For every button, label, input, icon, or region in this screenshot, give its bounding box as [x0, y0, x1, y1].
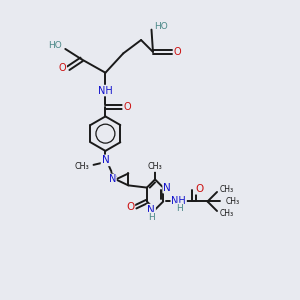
Text: CH₃: CH₃: [220, 184, 234, 194]
Text: O: O: [195, 184, 204, 194]
Text: H: H: [176, 203, 183, 212]
Text: N: N: [163, 183, 171, 193]
Text: O: O: [126, 202, 134, 212]
Text: CH₃: CH₃: [225, 197, 239, 206]
Text: HO: HO: [48, 41, 62, 50]
Text: N: N: [101, 155, 109, 165]
Text: O: O: [174, 47, 182, 57]
Text: NH: NH: [171, 196, 186, 206]
Text: CH₃: CH₃: [74, 162, 89, 171]
Text: O: O: [123, 102, 131, 112]
Text: CH₃: CH₃: [148, 162, 162, 171]
Text: HO: HO: [154, 22, 168, 31]
Text: CH₃: CH₃: [220, 209, 234, 218]
Text: H: H: [148, 213, 154, 222]
Text: NH: NH: [98, 85, 113, 96]
Text: O: O: [58, 63, 66, 73]
Text: N: N: [109, 174, 116, 184]
Text: N: N: [147, 205, 155, 215]
